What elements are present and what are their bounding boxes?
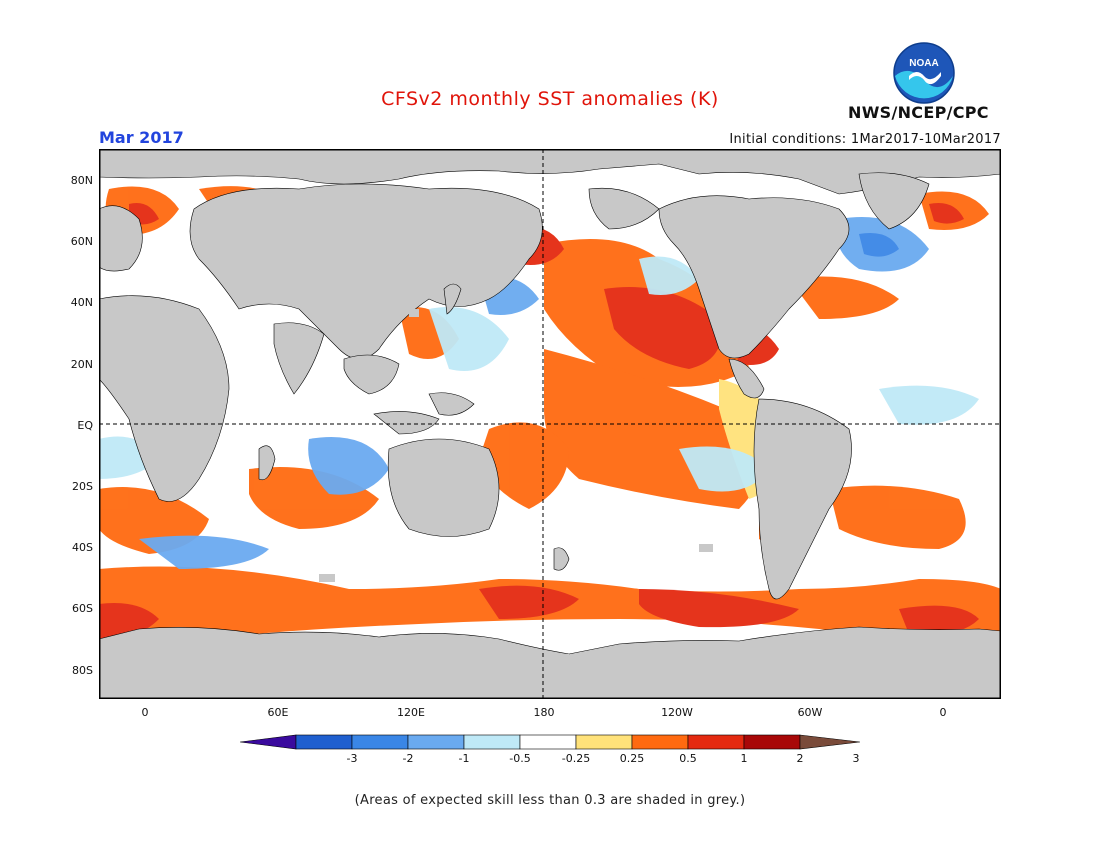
latitude-label: 20S [72, 480, 93, 493]
colorbar-tick-label: 3 [852, 752, 860, 765]
longitude-label: 0 [939, 706, 947, 719]
colorbar-arrow-low [240, 734, 297, 750]
colorbar-tick-label: -0.25 [561, 752, 591, 765]
latitude-label: 80N [70, 174, 93, 187]
longitude-label: 120W [661, 706, 693, 719]
colorbar [240, 734, 860, 750]
colorbar-bin [687, 734, 745, 750]
colorbar-bin [519, 734, 577, 750]
latitude-label: 40S [72, 541, 93, 555]
colorbar-tick-label: 2 [796, 752, 804, 765]
latitude-label: 60S [72, 602, 93, 616]
map-frame [99, 149, 1001, 699]
longitude-label: 60E [267, 706, 289, 719]
colorbar-bin [407, 734, 465, 750]
longitude-label: 180 [533, 706, 555, 719]
sst-anomaly-map [99, 149, 1001, 699]
land-masses [99, 149, 1001, 699]
longitude-label: 0 [141, 706, 149, 719]
colorbar-tick-label: -0.5 [509, 752, 531, 765]
colorbar-arrow-high [799, 734, 860, 750]
low-skill-patches [319, 309, 713, 662]
colorbar-tick-label: 0.25 [619, 752, 645, 765]
noaa-logo: NOAA [893, 42, 955, 104]
skill-note: (Areas of expected skill less than 0.3 a… [354, 793, 746, 808]
colorbar-tick-label: -1 [458, 752, 470, 765]
latitude-label: 60N [70, 235, 93, 249]
colorbar-bin [631, 734, 689, 750]
longitude-label: 120E [397, 706, 425, 719]
colorbar-tick-label: 0.5 [679, 752, 697, 765]
cool-anomaly-regions [99, 217, 979, 569]
month-label: Mar 2017 [99, 128, 184, 147]
latitude-label: 20N [70, 357, 93, 371]
latitude-label: EQ [77, 418, 93, 432]
map-title: CFSv2 monthly SST anomalies (K) [381, 88, 719, 110]
colorbar-tick-label: -2 [402, 752, 414, 765]
logo-text: NOAA [909, 58, 938, 69]
colorbar-bin [463, 734, 521, 750]
colorbar-tick-label: 1 [740, 752, 748, 765]
colorbar-bin [351, 734, 409, 750]
colorbar-bin [295, 734, 353, 750]
latitude-label: 80S [72, 663, 93, 677]
colorbar-bin [575, 734, 633, 750]
latitude-label: 40N [70, 296, 93, 310]
longitude-label: 60W [797, 706, 823, 719]
initial-conditions-label: Initial conditions: 1Mar2017-10Mar2017 [729, 132, 1001, 147]
colorbar-tick-label: -3 [346, 752, 358, 765]
agency-label: NWS/NCEP/CPC [848, 103, 989, 122]
colorbar-bin [743, 734, 801, 750]
